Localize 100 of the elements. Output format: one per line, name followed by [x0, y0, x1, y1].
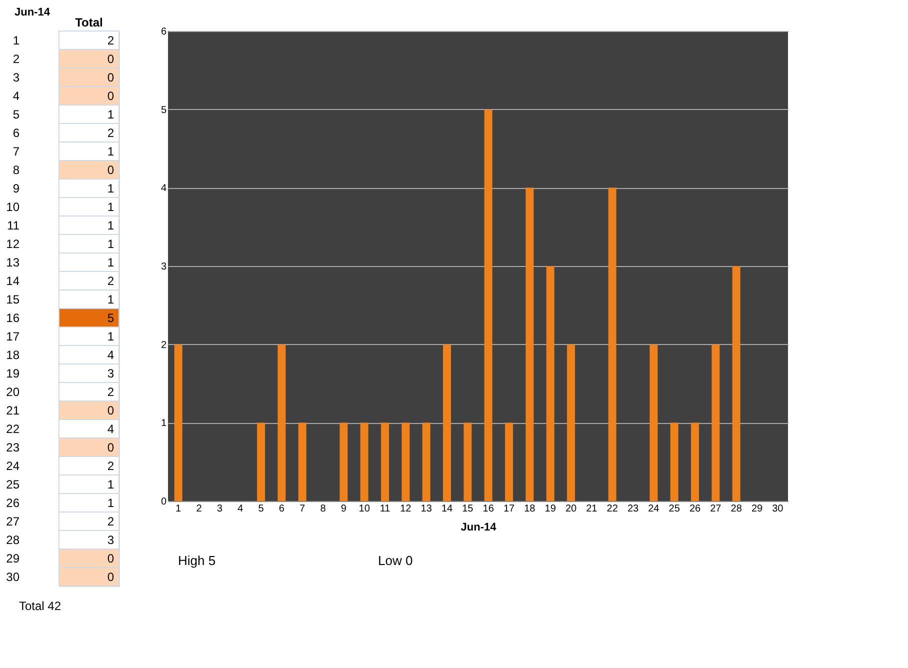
data-label: 3: [107, 532, 114, 547]
bar: [278, 344, 286, 501]
y-tick-label: 5: [12, 107, 20, 122]
y-tick-label: 14: [6, 274, 20, 288]
y-tick-label: 23: [6, 440, 20, 454]
y-tick-label: 29: [6, 551, 20, 566]
data-label: 4: [107, 422, 114, 436]
x-tick-label: 10: [358, 504, 370, 514]
bar: [567, 344, 575, 501]
y-axis-title: Jun-14: [14, 6, 51, 18]
bar: [670, 422, 678, 501]
y-tick-label: 13: [6, 255, 20, 270]
x-tick-label: 5: [258, 504, 264, 514]
y-tick-label: 21: [6, 403, 20, 418]
data-label: 1: [107, 329, 114, 344]
data-label: 1: [107, 255, 114, 270]
data-label: 5: [107, 310, 114, 325]
bar: [443, 344, 451, 501]
text: Low 0: [378, 553, 413, 568]
y-tick-label: 22: [6, 422, 20, 436]
data-label: 1: [107, 292, 114, 306]
x-tick-label: 1: [176, 504, 182, 514]
y-tick-label: 17: [6, 329, 20, 344]
bar: [608, 188, 616, 501]
bar: [298, 422, 306, 501]
data-label: 0: [107, 70, 114, 84]
y-tick-label: 30: [6, 570, 20, 584]
text: Total 42: [19, 599, 62, 613]
x-tick-label: 4: [238, 504, 244, 514]
y-tick-label: 3: [160, 262, 167, 272]
x-tick-label: 12: [400, 504, 412, 514]
y-tick-label: 8: [12, 162, 20, 177]
y-tick-label: 5: [160, 104, 167, 116]
data-label: 1: [107, 218, 114, 232]
data-label: 4: [107, 348, 114, 362]
bar: [340, 422, 348, 501]
y-tick-label: 4: [12, 88, 20, 103]
y-tick-label: 16: [6, 310, 20, 325]
bar: [257, 422, 265, 501]
data-label: 3: [107, 366, 114, 380]
y-tick-label: 19: [6, 366, 20, 380]
bar: [484, 109, 492, 501]
data-label: 1: [107, 236, 114, 251]
bar: [422, 422, 430, 501]
x-tick-label: Total: [75, 16, 103, 30]
y-tick-label: 7: [12, 144, 20, 158]
x-tick-label: 20: [565, 504, 577, 514]
x-tick-label: 8: [320, 504, 326, 514]
bar: [650, 344, 658, 501]
y-tick-label: 15: [6, 292, 20, 306]
x-tick-label: 3: [216, 504, 223, 514]
bar: [174, 344, 182, 501]
x-tick-label: 6: [278, 504, 285, 514]
data-label: 1: [107, 144, 114, 158]
y-tick-label: 12: [6, 236, 20, 251]
x-tick-label: 16: [482, 504, 494, 514]
y-tick-label: 2: [12, 52, 20, 66]
x-tick-label: 27: [710, 504, 722, 514]
data-label: 0: [107, 88, 114, 103]
data-label: 0: [107, 440, 114, 454]
x-tick-label: 25: [668, 504, 680, 514]
bar: [526, 188, 534, 501]
y-tick-label: 27: [6, 514, 20, 528]
x-tick-label: 24: [648, 504, 660, 514]
y-tick-label: 24: [6, 458, 20, 473]
x-tick-label: 7: [300, 504, 306, 514]
x-tick-label: 23: [627, 504, 639, 514]
x-tick-label: 2: [196, 504, 202, 514]
bar: [360, 422, 368, 501]
data-label: 0: [107, 52, 114, 66]
x-tick-label: 11: [380, 504, 391, 514]
x-axis-title: Jun-14: [460, 522, 498, 534]
x-tick-label: 21: [586, 504, 598, 514]
y-tick-label: 1: [160, 418, 167, 430]
x-tick-label: 30: [772, 504, 784, 514]
x-tick-label: 18: [524, 504, 536, 514]
bar: [712, 344, 720, 501]
data-label: 2: [107, 33, 114, 48]
x-tick-label: 17: [503, 504, 515, 514]
bar: [402, 422, 410, 501]
y-tick-label: 0: [160, 496, 167, 508]
data-label: 1: [107, 107, 114, 122]
y-tick-label: 20: [6, 384, 20, 399]
data-label: 2: [107, 458, 114, 473]
y-tick-label: 2: [160, 340, 167, 351]
data-label: 2: [107, 126, 114, 140]
bar: [464, 422, 472, 501]
data-label: 0: [107, 570, 114, 584]
x-tick-label: 19: [544, 504, 556, 514]
text: High 5: [178, 553, 216, 568]
x-tick-label: 14: [441, 504, 453, 514]
y-tick-label: 11: [7, 218, 20, 232]
data-label: 0: [107, 162, 114, 177]
x-tick-label: 22: [606, 504, 618, 514]
x-tick-label: 13: [420, 504, 432, 514]
bar: [505, 422, 513, 501]
data-label: 1: [107, 181, 114, 196]
x-tick-label: 26: [689, 504, 701, 514]
data-label: 0: [107, 551, 114, 566]
y-tick-label: 6: [12, 126, 20, 140]
